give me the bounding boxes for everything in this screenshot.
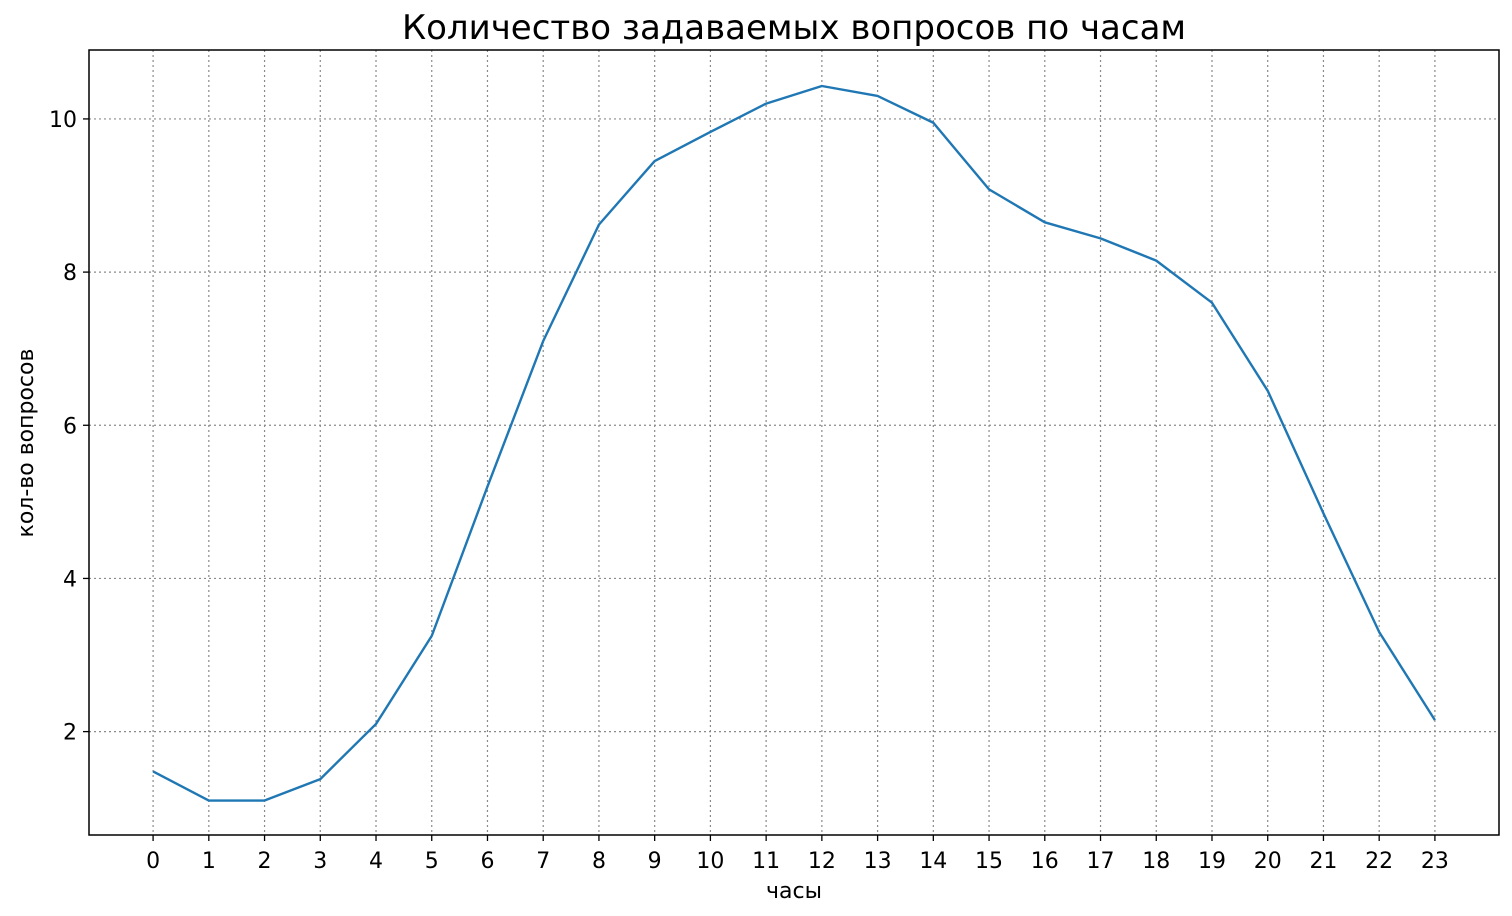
series-line (152, 84, 1436, 802)
x-tick-label: 11 (752, 849, 780, 874)
x-tick-label: 14 (919, 849, 947, 874)
x-tick-label: 17 (1087, 849, 1115, 874)
series-group (152, 84, 1436, 802)
x-tick-label: 21 (1309, 849, 1337, 874)
x-tick-label: 23 (1421, 849, 1449, 874)
x-axis: 0 1 2 3 4 5 6 7 8 9 10 11 12 13 14 15 16 17 18 19 20 21 22 23 (146, 835, 1449, 874)
x-tick-label: 13 (864, 849, 892, 874)
y-tick-label: 6 (63, 414, 77, 439)
y-axis: 2 4 6 8 10 (49, 108, 89, 746)
x-axis-label: часы (766, 879, 822, 904)
y-tick-label: 2 (63, 721, 77, 746)
x-tick-label: 16 (1031, 849, 1059, 874)
x-tick-label: 12 (808, 849, 836, 874)
x-tick-label: 18 (1142, 849, 1170, 874)
x-tick-label: 15 (975, 849, 1003, 874)
x-tick-label: 8 (592, 849, 606, 874)
x-tick-label: 3 (313, 849, 327, 874)
y-axis-label: кол-во вопросов (14, 349, 39, 538)
x-tick-label: 22 (1365, 849, 1393, 874)
x-tick-label: 19 (1198, 849, 1226, 874)
plot-area-frame (88, 49, 1500, 836)
x-tick-label: 2 (258, 849, 272, 874)
x-tick-label: 0 (146, 849, 160, 874)
y-tick-label: 10 (49, 108, 77, 133)
x-tick-label: 1 (202, 849, 216, 874)
x-tick-label: 20 (1254, 849, 1282, 874)
y-tick-label: 8 (63, 261, 77, 286)
x-tick-label: 7 (536, 849, 550, 874)
x-tick-label: 4 (369, 849, 383, 874)
x-tick-label: 10 (696, 849, 724, 874)
grid-lines (89, 50, 1499, 835)
chart-title: Количество задаваемых вопросов по часам (402, 8, 1186, 48)
x-tick-label: 9 (648, 849, 662, 874)
y-tick-label: 4 (63, 567, 77, 592)
x-tick-label: 5 (425, 849, 439, 874)
x-tick-label: 6 (480, 849, 494, 874)
